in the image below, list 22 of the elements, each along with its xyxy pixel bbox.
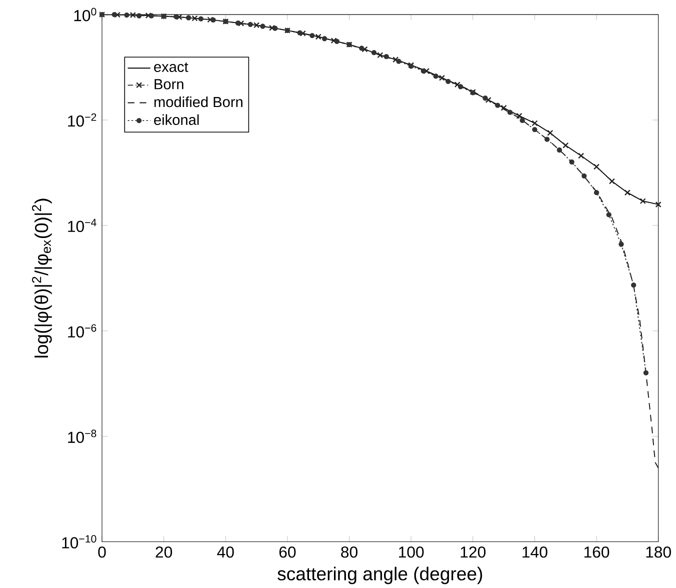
x-tick-label: 120	[460, 546, 486, 558]
x-tick-label: 160	[584, 546, 610, 558]
legend-label: eikonal	[154, 114, 199, 125]
x-tick-label: 40	[217, 546, 234, 558]
y-tick-label: 10$^{−10}$	[62, 534, 96, 548]
legend-label: exact	[154, 62, 188, 72]
x-tick-label: 140	[522, 546, 548, 558]
x-axis-title: scattering angle (degree)	[278, 566, 482, 584]
legend-label: Born	[154, 78, 184, 90]
y-tick-label: 10$^{−8}$	[68, 429, 96, 443]
x-tick-label: 80	[341, 546, 358, 558]
x-tick-label: 60	[279, 546, 296, 558]
y-tick-label: 10$^{0}$	[74, 8, 96, 21]
x-tick-label: 20	[156, 546, 172, 558]
y-tick-label: 10$^{−4}$	[68, 218, 96, 232]
x-tick-label: 180	[646, 546, 671, 558]
y-axis-title: log(|φ(θ)|$^{2}$/|φ$_{ex}$(0)|$^{2}$)	[32, 198, 52, 358]
x-tick-label: 0	[98, 546, 106, 558]
x-tick-label: 100	[399, 546, 424, 558]
y-tick-label: 10$^{−6}$	[68, 324, 96, 338]
y-tick-label: 10$^{−2}$	[68, 113, 96, 126]
legend-label: modified Born	[154, 96, 242, 107]
